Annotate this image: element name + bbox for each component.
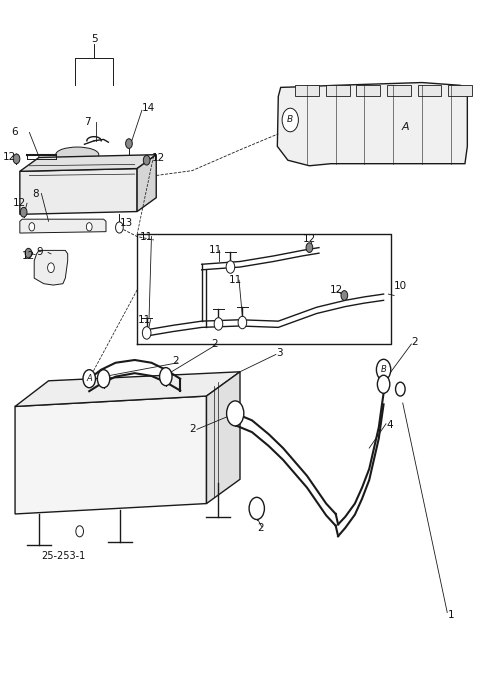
Text: 11: 11 [140, 231, 153, 242]
Circle shape [144, 156, 150, 165]
Text: 1: 1 [448, 610, 455, 619]
Circle shape [214, 318, 223, 330]
Circle shape [377, 375, 390, 393]
Text: 12: 12 [12, 198, 26, 208]
Circle shape [282, 108, 299, 132]
Circle shape [116, 222, 123, 233]
Text: 2: 2 [211, 339, 218, 349]
Polygon shape [20, 219, 106, 233]
Polygon shape [137, 155, 156, 211]
Text: 11: 11 [209, 245, 222, 255]
Polygon shape [15, 372, 240, 407]
Text: A: A [401, 122, 409, 132]
Text: B: B [287, 115, 293, 124]
Text: 5: 5 [91, 34, 97, 44]
Text: 6: 6 [12, 127, 18, 138]
Circle shape [29, 222, 35, 231]
Polygon shape [325, 85, 349, 97]
Circle shape [97, 370, 110, 388]
Ellipse shape [56, 147, 99, 163]
Circle shape [227, 401, 244, 426]
Text: 7: 7 [84, 117, 91, 127]
Circle shape [249, 498, 264, 520]
Text: 25-253-1: 25-253-1 [41, 550, 85, 561]
Polygon shape [206, 372, 240, 504]
Text: 12: 12 [303, 234, 316, 245]
Circle shape [396, 382, 405, 396]
Text: 12: 12 [152, 153, 165, 163]
Circle shape [126, 139, 132, 149]
Text: 14: 14 [142, 103, 155, 113]
Circle shape [238, 316, 247, 329]
Circle shape [306, 243, 313, 252]
Text: 2: 2 [411, 337, 418, 347]
Text: 8: 8 [32, 188, 38, 199]
Polygon shape [15, 396, 206, 514]
Circle shape [48, 263, 54, 272]
Text: A: A [86, 374, 92, 383]
Text: 11: 11 [138, 315, 151, 325]
Polygon shape [356, 85, 380, 97]
Text: B: B [381, 365, 386, 374]
Circle shape [83, 370, 96, 388]
Text: 4: 4 [386, 420, 393, 430]
Circle shape [13, 154, 20, 164]
Circle shape [86, 222, 92, 231]
Circle shape [143, 327, 151, 339]
Circle shape [25, 248, 32, 258]
Polygon shape [20, 155, 156, 172]
Circle shape [159, 368, 172, 386]
Text: 10: 10 [394, 281, 407, 291]
Text: 12: 12 [22, 251, 36, 261]
Circle shape [376, 359, 391, 380]
Polygon shape [418, 85, 442, 97]
Text: 12: 12 [329, 285, 343, 295]
Circle shape [20, 207, 27, 217]
Polygon shape [20, 169, 137, 214]
Polygon shape [387, 85, 411, 97]
Polygon shape [295, 85, 319, 97]
Text: 2: 2 [190, 425, 196, 434]
Text: 11: 11 [228, 275, 242, 285]
Circle shape [341, 291, 348, 300]
Text: 13: 13 [120, 218, 132, 228]
Text: 2: 2 [172, 357, 179, 366]
Text: 12: 12 [3, 152, 16, 162]
Text: 2: 2 [257, 523, 264, 533]
Text: 9: 9 [36, 247, 43, 257]
Polygon shape [448, 85, 472, 97]
Circle shape [226, 261, 235, 273]
Text: 3: 3 [276, 348, 283, 358]
Polygon shape [34, 250, 68, 285]
Polygon shape [277, 83, 468, 166]
